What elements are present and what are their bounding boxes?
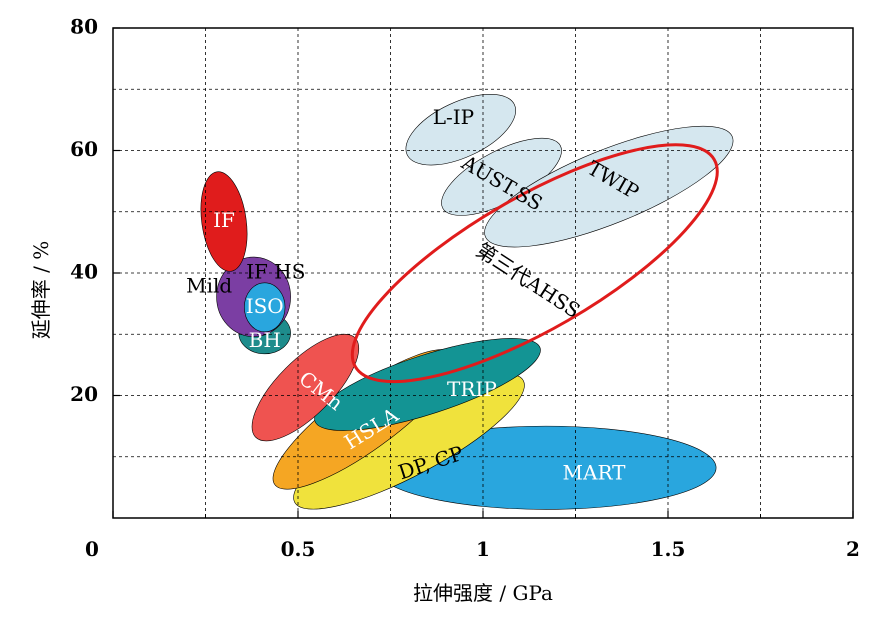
region-third-gen-ahss	[350, 143, 719, 384]
region-iso	[244, 282, 286, 333]
region-label-mild: Mild	[186, 274, 232, 298]
x-tick-label: 1.5	[651, 537, 686, 561]
region-label-iso: ISO	[246, 294, 284, 318]
region-label-trip: TRIP	[447, 377, 497, 401]
x-tick-label: 0	[85, 537, 99, 561]
x-tick-label: 0.5	[281, 537, 316, 561]
y-tick-label: 60	[70, 137, 98, 161]
region-twip	[484, 125, 734, 248]
region-l-ip	[405, 94, 517, 166]
region-if	[200, 171, 248, 272]
region-label-if: IF	[213, 208, 235, 232]
region-label-第三代ahss: 第三代AHSS	[472, 238, 585, 323]
target-layer	[350, 143, 719, 384]
region-label-bh: BH	[249, 328, 281, 352]
y-tick-label: 20	[70, 382, 98, 406]
y-axis-ticks: 20 40 60 80	[70, 15, 120, 406]
x-tick-label: 1	[476, 537, 490, 561]
x-axis-title: 拉伸强度 / GPa	[413, 581, 553, 605]
x-tick-label: 2	[846, 537, 860, 561]
regions-layer	[200, 94, 734, 510]
x-axis-ticks: 0 0.5 1 1.5 2	[85, 511, 860, 561]
region-label-if-hs: IF HS	[246, 260, 305, 284]
region-label-l-ip: L-IP	[433, 105, 474, 129]
region-label-mart: MART	[563, 460, 627, 484]
y-axis-title: 延伸率 / %	[29, 241, 53, 339]
grid-layer	[113, 28, 853, 518]
y-tick-label: 40	[70, 260, 98, 284]
y-tick-label: 80	[70, 15, 98, 39]
